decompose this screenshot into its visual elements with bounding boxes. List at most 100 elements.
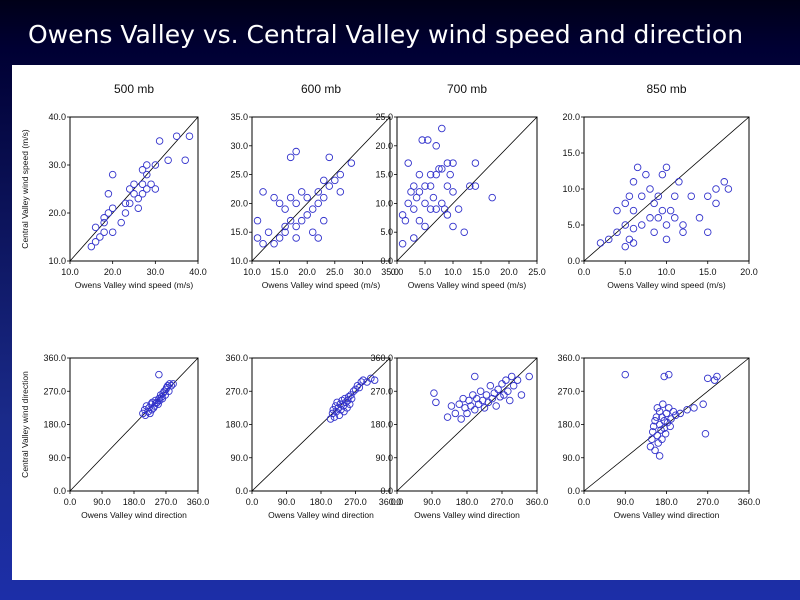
data-point: [465, 396, 473, 405]
data-point: [500, 391, 508, 399]
one-to-one-line: [583, 116, 750, 262]
data-point: [108, 228, 117, 236]
data-point: [253, 216, 262, 225]
data-point: [687, 192, 696, 200]
data-point: [651, 417, 659, 425]
chart-panel: 500 mb 10.0 20.0 30.0 40.0 10.0 20.0 30.0 40.0 Ow…: [12, 65, 800, 580]
data-point: [104, 190, 113, 198]
data-point: [460, 228, 468, 236]
data-point: [426, 205, 435, 213]
data-point: [270, 239, 278, 248]
data-point: [471, 159, 480, 167]
data-point: [666, 206, 675, 215]
data-point: [446, 170, 454, 179]
data-point: [125, 185, 134, 193]
data-point: [690, 404, 698, 412]
data-point: [658, 435, 666, 444]
data-point: [165, 380, 174, 388]
data-point: [679, 228, 687, 236]
data-point: [314, 199, 322, 208]
data-point: [130, 190, 138, 198]
y-tick-label: 10.0: [48, 256, 66, 266]
data-point: [138, 166, 147, 174]
data-point: [596, 239, 605, 247]
data-point: [415, 216, 424, 225]
data-point: [449, 188, 457, 196]
data-point: [625, 235, 634, 244]
data-point: [454, 205, 463, 213]
data-point: [638, 192, 646, 200]
one-to-one-line: [251, 357, 391, 492]
y-tick-label: 360.0: [370, 353, 393, 363]
data-point: [169, 380, 177, 388]
data-point: [613, 228, 621, 236]
y-tick-label: 25.0: [375, 112, 393, 122]
data-point: [308, 228, 317, 236]
slide-title: Owens Valley vs. Central Valley wind spe…: [28, 20, 744, 49]
scatter-panel-3: 700 mb 0.0 5.0 10.0 15.0 20.0 25.0 0.0 5.0 10.0 15…: [375, 82, 545, 290]
data-point: [325, 153, 334, 162]
y-tick-label: 270.0: [557, 386, 580, 396]
data-point: [724, 185, 733, 193]
data-point: [463, 409, 471, 418]
y-tick-label: 10.0: [562, 184, 580, 194]
data-point: [424, 136, 432, 144]
data-point: [281, 205, 289, 213]
data-point: [347, 159, 356, 167]
panel-title: 500 mb: [114, 82, 154, 96]
x-tick-label: 20.0: [104, 267, 122, 277]
scatter-panel-7: 0.0 90.0 180.0 270.0 360.00.090.0180.0270.03…: [370, 353, 548, 520]
x-tick-label: 0.0: [64, 497, 77, 507]
data-point: [509, 381, 518, 390]
data-point: [432, 205, 440, 213]
x-tick-label: 0.0: [391, 497, 404, 507]
data-point: [513, 376, 522, 384]
y-tick-label: 10.0: [230, 256, 248, 266]
scatter-panel-6: 0.0 90.0 180.0 270.0 360.00.090.0180.0270.03…: [225, 353, 401, 520]
data-point: [605, 235, 613, 244]
x-tick-label: 270.0: [155, 497, 178, 507]
data-point: [104, 209, 113, 217]
x-axis-label: Owens Valley wind speed (m/s): [262, 280, 381, 290]
data-point: [482, 391, 491, 399]
x-tick-label: 0.0: [391, 267, 404, 277]
data-point: [143, 161, 151, 169]
data-point: [130, 180, 138, 188]
y-axis-label: Central Valley wind speed (m/s): [20, 129, 30, 249]
data-point: [153, 398, 161, 407]
data-point: [155, 137, 164, 145]
x-tick-label: 180.0: [123, 497, 146, 507]
data-point: [629, 178, 638, 186]
x-tick-label: 0.0: [246, 497, 259, 507]
data-point: [704, 228, 712, 236]
data-point: [346, 400, 354, 408]
data-point: [659, 400, 667, 408]
data-point: [506, 396, 514, 405]
data-point: [443, 182, 452, 190]
data-point: [430, 389, 438, 397]
data-point: [435, 165, 443, 173]
data-point: [471, 182, 480, 190]
scatter-panel-5: 0.0 90.0 180.0 270.0 360.0 0.0 90.0 180.0 270.0 3…: [20, 353, 209, 520]
y-tick-label: 20.0: [230, 198, 248, 208]
data-point: [398, 239, 407, 248]
y-tick-label: 270.0: [225, 386, 248, 396]
data-point: [653, 404, 662, 412]
y-tick-label: 15.0: [375, 170, 393, 180]
data-point: [336, 170, 345, 179]
data-point: [449, 222, 457, 231]
data-point: [451, 409, 460, 418]
data-point: [720, 178, 729, 186]
data-point: [164, 381, 172, 390]
x-tick-label: 360.0: [738, 497, 761, 507]
data-point: [303, 193, 311, 202]
data-point: [633, 163, 642, 172]
y-tick-label: 270.0: [370, 386, 393, 396]
plot-frame: [396, 116, 538, 262]
data-point: [410, 234, 418, 242]
data-point: [676, 409, 685, 418]
x-axis-label: Owens Valley wind direction: [614, 510, 720, 520]
data-point: [146, 409, 154, 418]
y-tick-label: 90.0: [230, 453, 248, 463]
x-tick-label: 35.0: [381, 267, 399, 277]
